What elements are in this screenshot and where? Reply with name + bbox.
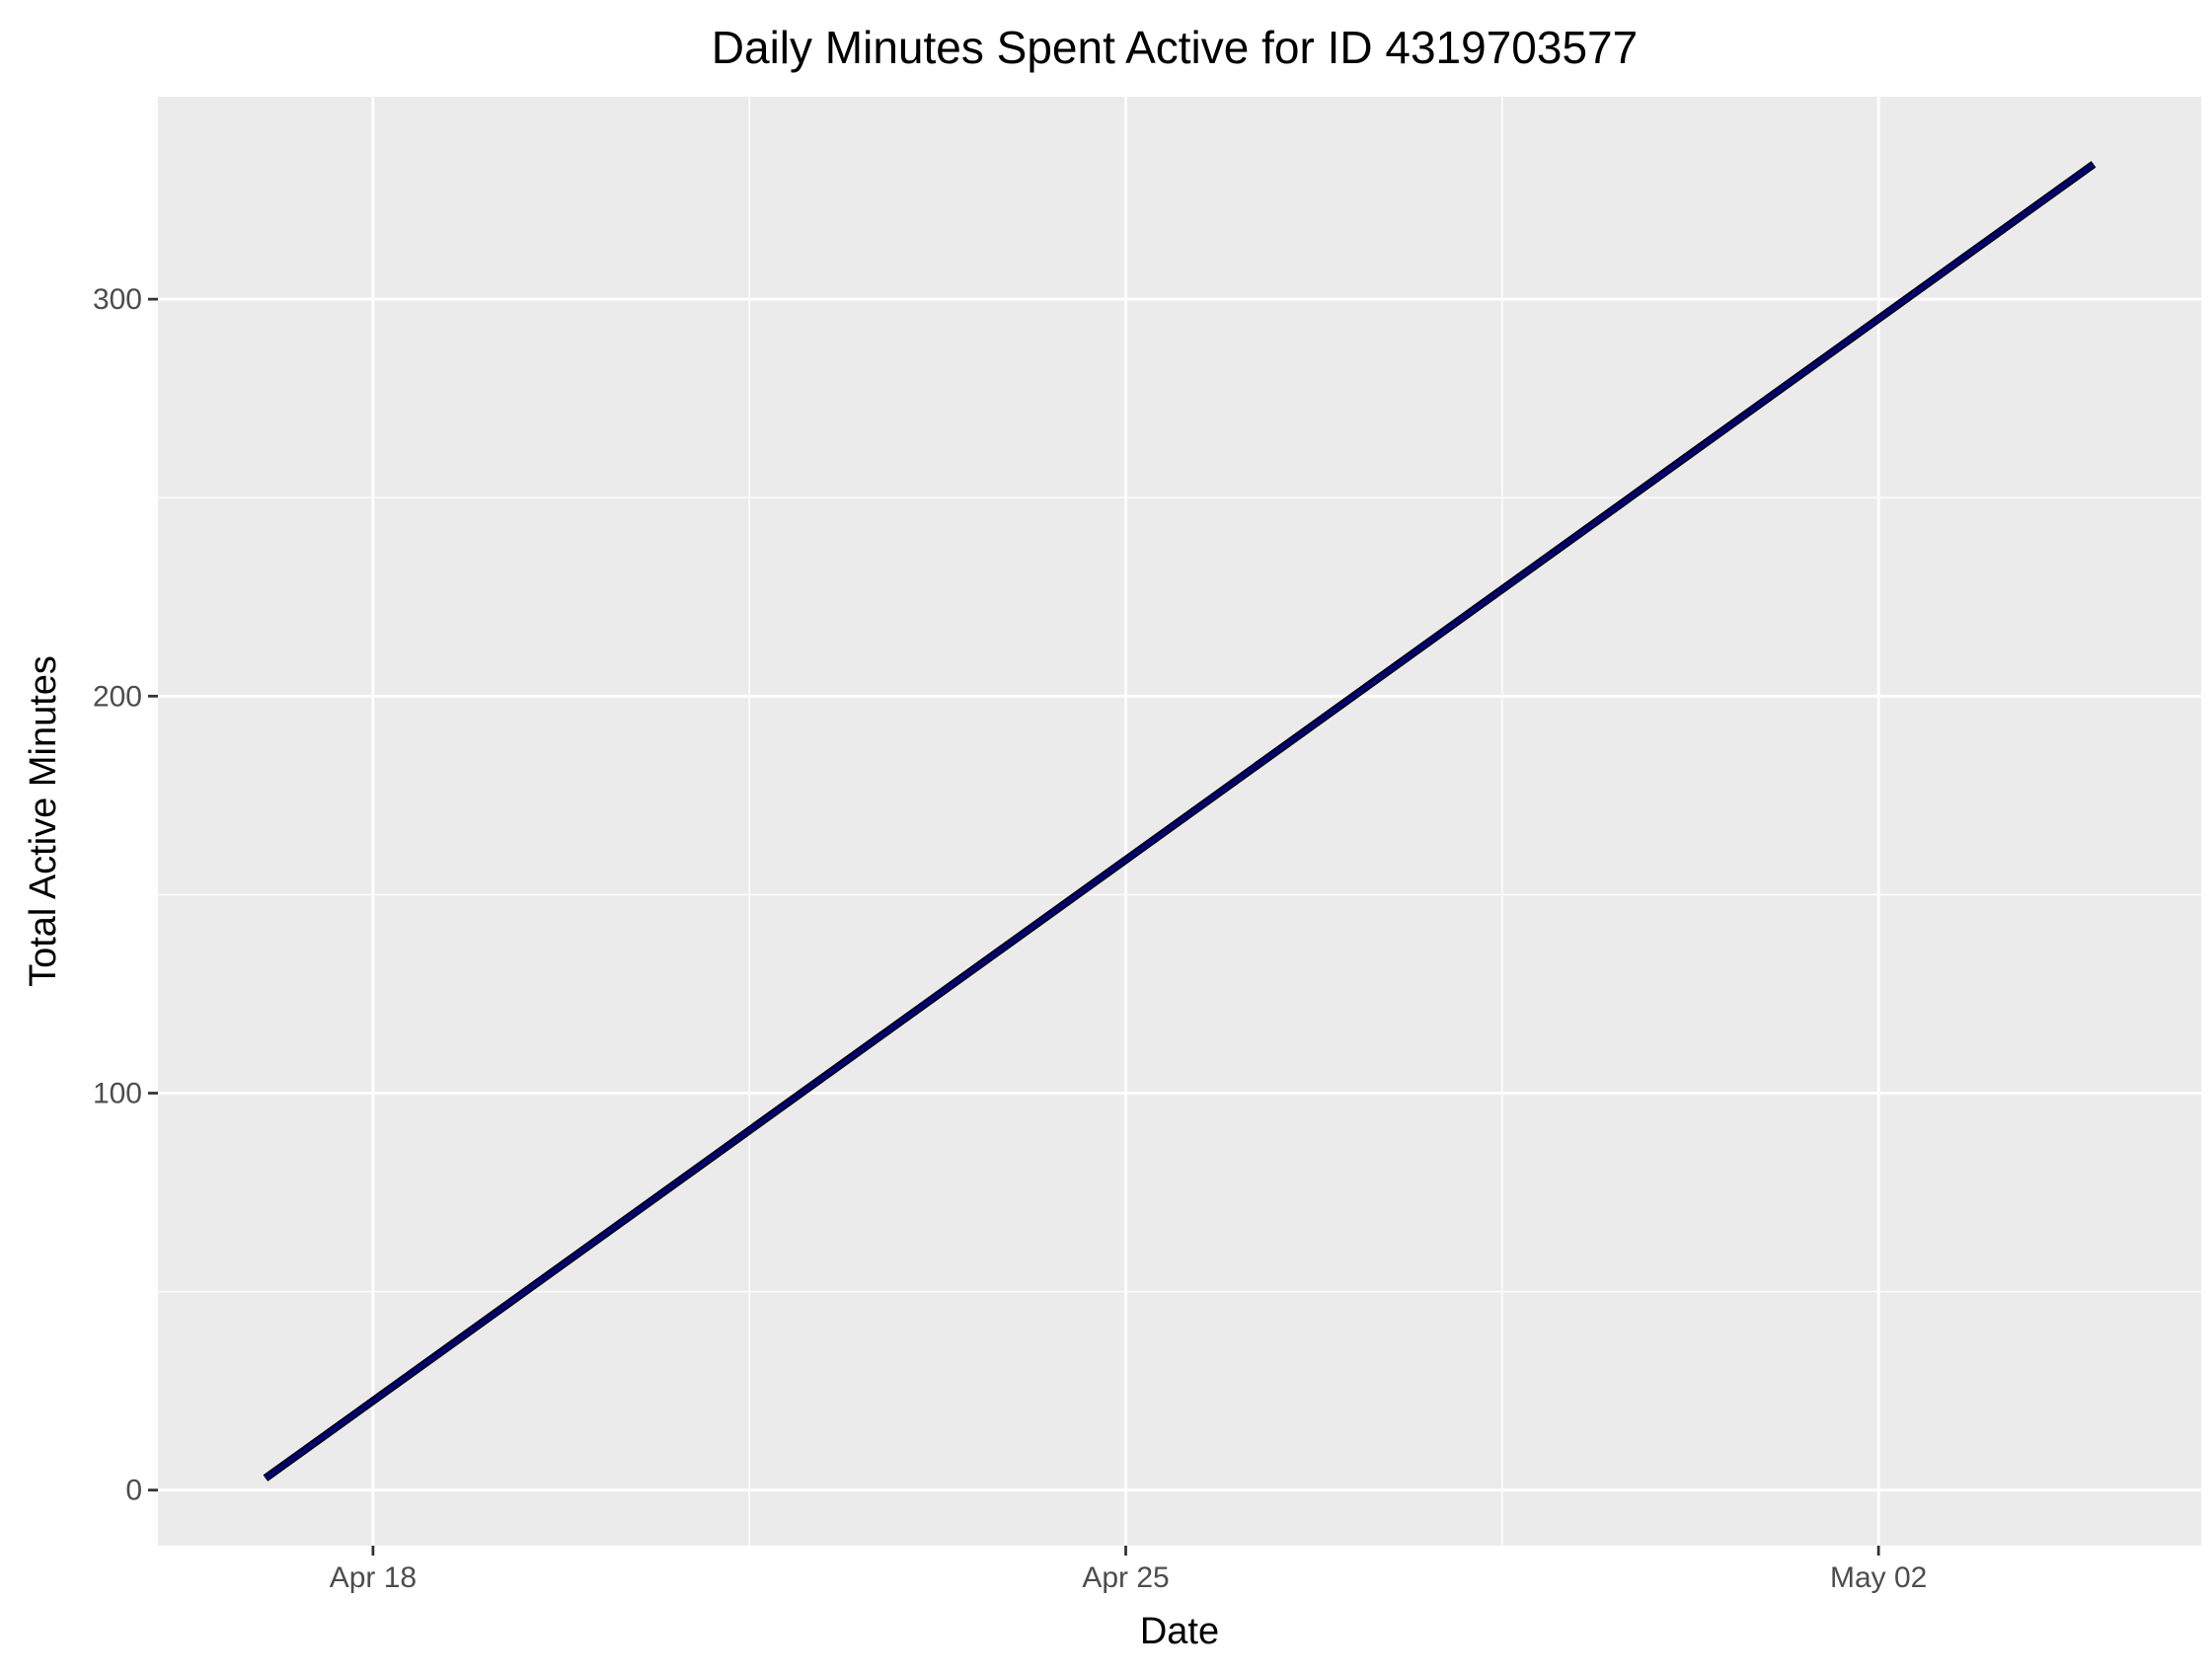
y-tick-label: 200 (93, 680, 142, 713)
x-tick-label: Apr 18 (330, 1561, 417, 1594)
major-grid (158, 97, 2201, 1546)
y-tick-label: 0 (125, 1475, 142, 1507)
y-tick-label: 100 (93, 1078, 142, 1110)
x-axis-title: Date (1140, 1611, 1219, 1652)
series-line (264, 162, 2096, 1481)
minor-grid (158, 97, 2201, 1546)
axis-ticks: Apr 18 Apr 25 May 02 0 100 200 300 (93, 283, 1927, 1594)
y-axis-title: Total Active Minutes (23, 655, 64, 987)
y-tick-label: 300 (93, 283, 142, 316)
x-tick-label: May 02 (1830, 1561, 1927, 1594)
chart-title: Daily Minutes Spent Active for ID 431970… (712, 22, 1638, 73)
series-layer (263, 161, 2097, 1482)
x-tick-label: Apr 25 (1082, 1561, 1169, 1594)
